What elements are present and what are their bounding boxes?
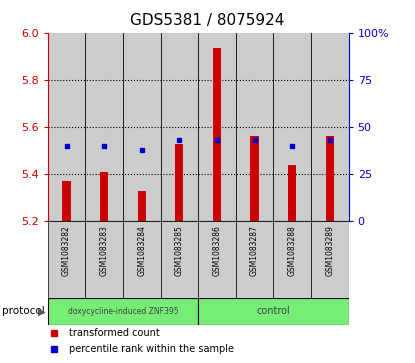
Text: control: control <box>256 306 290 316</box>
Bar <box>123 33 161 221</box>
Bar <box>123 221 161 298</box>
Bar <box>48 298 198 325</box>
Bar <box>198 33 236 221</box>
Bar <box>62 182 71 221</box>
Bar <box>198 298 349 325</box>
Text: GSM1083285: GSM1083285 <box>175 225 184 276</box>
Text: GSM1083287: GSM1083287 <box>250 225 259 276</box>
Bar <box>100 172 108 221</box>
Text: GSM1083286: GSM1083286 <box>212 225 222 276</box>
Bar <box>326 136 334 221</box>
Bar <box>198 221 236 298</box>
Bar <box>311 33 349 221</box>
Text: GSM1083289: GSM1083289 <box>325 225 334 276</box>
Text: GSM1083282: GSM1083282 <box>62 225 71 276</box>
Text: GSM1083283: GSM1083283 <box>100 225 109 276</box>
Bar <box>85 33 123 221</box>
Bar <box>273 33 311 221</box>
Text: GSM1083288: GSM1083288 <box>288 225 297 276</box>
Bar <box>48 33 85 221</box>
Text: GSM1083284: GSM1083284 <box>137 225 146 276</box>
Bar <box>161 221 198 298</box>
Bar <box>48 221 85 298</box>
Text: GDS5381 / 8075924: GDS5381 / 8075924 <box>130 13 285 28</box>
Bar <box>250 136 259 221</box>
Bar <box>175 144 183 221</box>
Bar <box>138 191 146 221</box>
Bar <box>288 165 296 221</box>
Bar <box>236 221 273 298</box>
Text: protocol: protocol <box>2 306 45 316</box>
Bar <box>236 33 273 221</box>
Bar <box>311 221 349 298</box>
Bar <box>273 221 311 298</box>
Bar <box>161 33 198 221</box>
Bar <box>213 48 221 221</box>
Text: ▶: ▶ <box>38 306 46 316</box>
Text: transformed count: transformed count <box>69 328 159 338</box>
Text: doxycycline-induced ZNF395: doxycycline-induced ZNF395 <box>68 307 178 316</box>
Bar <box>85 221 123 298</box>
Text: percentile rank within the sample: percentile rank within the sample <box>69 344 234 354</box>
